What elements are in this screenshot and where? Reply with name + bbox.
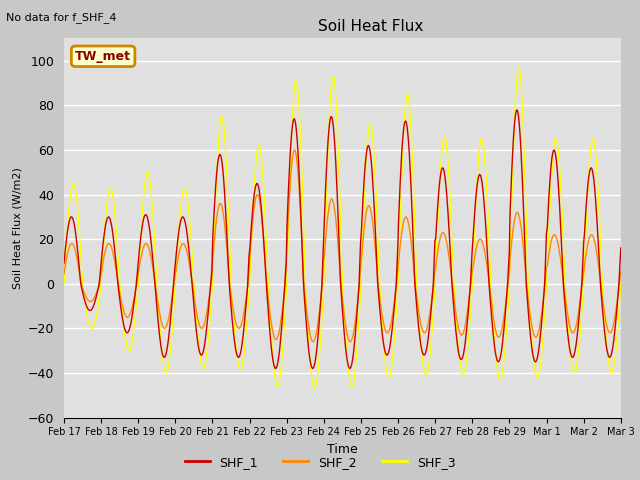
- X-axis label: Time: Time: [327, 443, 358, 456]
- Text: No data for f_SHF_4: No data for f_SHF_4: [6, 12, 117, 23]
- Legend: SHF_1, SHF_2, SHF_3: SHF_1, SHF_2, SHF_3: [180, 451, 460, 474]
- Title: Soil Heat Flux: Soil Heat Flux: [317, 20, 423, 35]
- Text: TW_met: TW_met: [75, 50, 131, 63]
- Y-axis label: Soil Heat Flux (W/m2): Soil Heat Flux (W/m2): [12, 167, 22, 289]
